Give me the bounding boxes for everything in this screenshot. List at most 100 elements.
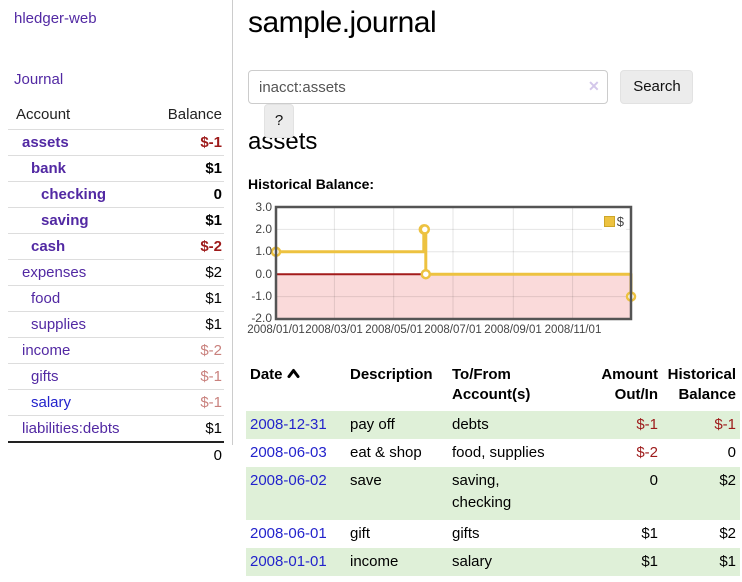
account-row: assets $-1 [8,129,224,156]
page-title: sample.journal [248,6,437,39]
accounts-col-balance: Balance [167,106,222,123]
account-row: food $1 [8,285,224,312]
transaction-amount: $-1 [596,411,662,439]
column-date[interactable]: Date [246,361,346,411]
search-button[interactable]: Search [620,70,694,104]
transaction-balance: $1 [662,548,740,576]
search-form: ✕ Search ? [248,70,740,138]
account-link-checking[interactable]: checking [41,186,107,203]
account-link-supplies[interactable]: supplies [31,316,87,333]
register-row: 2008-06-01 gift gifts $1 $2 [246,520,740,548]
negative-region [276,274,631,319]
transaction-date-link[interactable]: 2008-12-31 [250,416,327,433]
account-row: supplies $1 [8,311,224,338]
y-tick: 1.0 [255,244,272,258]
point-markers [270,224,637,302]
column-balance: Historical Balance [667,366,736,403]
transaction-accounts: debts [448,411,596,439]
register-row: 2008-06-02 save saving, checking 0 $2 [246,467,740,520]
account-row: bank $1 [8,155,224,182]
account-balance: $1 [146,207,224,234]
sidebar-item-journal[interactable]: Journal [14,71,64,88]
account-link-bank[interactable]: bank [31,160,67,177]
x-tick: 2008/07/01 [424,324,482,336]
account-link-cash[interactable]: cash [31,238,66,255]
y-tick: 3.0 [255,200,272,214]
transaction-balance: $-1 [662,411,740,439]
transaction-description: income [346,548,448,576]
account-balance: $1 [146,285,224,312]
legend-label: $ [616,214,624,229]
account-balance: $-2 [146,233,224,260]
transaction-description: gift [350,525,371,542]
transaction-amount: 0 [596,467,662,520]
account-balance: $1 [146,155,224,182]
account-balance: 0 [146,181,224,208]
x-tick: 2008/01/01 [247,324,305,336]
account-row: checking 0 [8,181,224,208]
register-table: Date Description To/From Account(s) Amou… [246,361,740,576]
main-content: sample.journal ✕ Search ? assets Histori… [246,0,740,576]
clear-search-icon[interactable]: ✕ [588,78,600,94]
account-row: income $-2 [8,337,224,364]
x-tick: 2008/05/01 [365,324,423,336]
account-row: expenses $2 [8,259,224,286]
transaction-amount: $1 [596,548,662,576]
transaction-accounts: gifts [452,525,480,542]
x-tick: 2008/11/01 [544,324,602,336]
x-tick: 2008/09/01 [484,324,542,336]
help-button[interactable]: ? [264,104,294,138]
transaction-amount: $1 [641,525,658,542]
legend-swatch [603,216,615,227]
sidebar: hledger-web Journal Account Balance asse… [0,0,233,468]
register-header-row: Date Description To/From Account(s) Amou… [246,361,740,411]
transaction-date-link[interactable]: 2008-06-03 [250,444,327,461]
transaction-description: eat & shop [350,444,422,461]
account-balance: $1 [146,415,224,442]
transaction-description: pay off [346,411,448,439]
historical-balance-chart: 3.0 2.0 1.0 0.0 -1.0 -2.0 2008/01/01 200… [246,200,640,343]
account-balance: $-1 [146,363,224,390]
sort-ascending-icon [287,369,300,378]
column-amount: Amount Out/In [601,366,658,403]
register-row: 2008-12-31 pay off debts $-1 $-1 [246,411,740,439]
account-link-salary[interactable]: salary [31,394,72,411]
account-link-saving[interactable]: saving [41,212,89,229]
transaction-accounts: salary [448,548,596,576]
account-link-gifts[interactable]: gifts [31,368,59,385]
transaction-balance: $2 [719,525,736,542]
search-input[interactable] [248,70,608,104]
y-tick: -1.0 [251,289,272,303]
account-link-liabilities-debts[interactable]: liabilities:debts [22,420,120,437]
account-link-income[interactable]: income [22,342,71,359]
account-link-assets[interactable]: assets [22,134,69,151]
account-balance: $2 [146,259,224,286]
y-tick: 0.0 [255,267,272,281]
account-balance: $-1 [146,129,224,156]
x-tick: 2008/03/01 [305,324,363,336]
column-accounts: To/From Account(s) [452,366,531,403]
account-balance: $-2 [146,337,224,364]
transaction-date-link[interactable]: 2008-01-01 [250,553,327,570]
transaction-amount: $-2 [636,444,658,461]
brand-link[interactable]: hledger-web [14,10,97,27]
accounts-header-row: Account Balance [8,102,224,130]
transaction-accounts: food, supplies [452,444,545,461]
chart-legend: $ [601,213,626,230]
account-row: gifts $-1 [8,363,224,390]
account-link-expenses[interactable]: expenses [22,264,87,281]
y-tick: 2.0 [255,222,272,236]
chart-canvas [270,205,637,321]
accounts-table: Account Balance assets $-1 bank $1 check… [8,102,224,468]
chart-title: Historical Balance: [248,176,375,192]
transaction-description: save [346,467,448,520]
accounts-total-row: 0 [8,441,224,468]
transaction-balance: $2 [662,467,740,520]
transaction-date-link[interactable]: 2008-06-01 [250,525,327,542]
account-link-food[interactable]: food [31,290,61,307]
accounts-total: 0 [146,441,224,468]
transaction-date-link[interactable]: 2008-06-02 [250,472,327,489]
account-row: cash $-2 [8,233,224,260]
account-balance: $-1 [146,389,224,416]
column-description: Description [350,366,433,383]
